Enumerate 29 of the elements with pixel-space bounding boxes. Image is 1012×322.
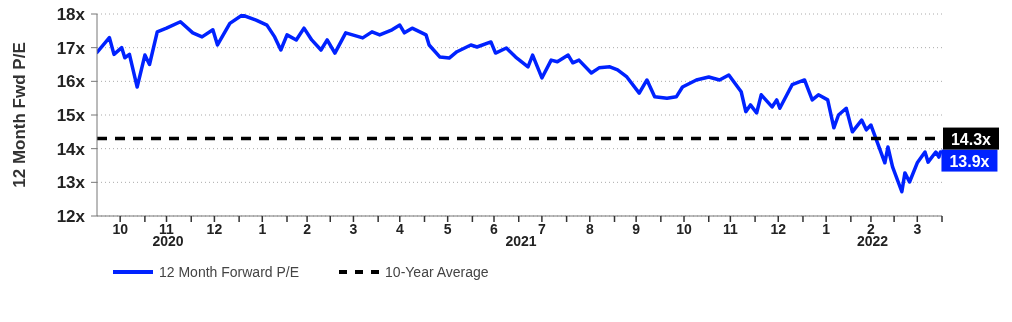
x-tick-label: 9 — [632, 220, 641, 237]
data-label: 13.9x — [949, 152, 990, 170]
y-tick-label: 12x — [56, 207, 86, 226]
x-tick-label: 10 — [112, 220, 129, 237]
text: 2021 — [505, 233, 537, 249]
y-tick-label: 13x — [56, 173, 86, 193]
y-axis-title: 12 Month Fwd P/E — [10, 42, 30, 188]
x-tick-label: 3 — [349, 220, 358, 237]
y-tick-label: 14x — [56, 139, 86, 159]
x-tick-label: 4 — [395, 220, 404, 237]
x-tick-label: 7 — [538, 220, 546, 237]
x-tick-label: 2 — [303, 220, 312, 237]
x-tick-label: 6 — [490, 220, 499, 237]
x-tick-label: 8 — [585, 220, 594, 237]
y-tick-label: 18x — [56, 5, 86, 24]
legend-label: 10-Year Average — [385, 264, 489, 280]
data-label: 14.3x — [950, 130, 992, 148]
y-tick-label: 17x — [56, 38, 86, 58]
x-tick-label: 1 — [258, 220, 267, 237]
x-tick-label: 11 — [722, 220, 738, 237]
x-tick-label: 5 — [443, 220, 452, 237]
y-tick-label: 15x — [56, 106, 86, 125]
legend-label: 12 Month Forward P/E — [159, 264, 300, 280]
x-tick-label: 1 — [822, 220, 831, 237]
x-tick-label: 12 — [206, 220, 223, 237]
x-tick-label: 10 — [676, 220, 693, 237]
x-tick-label: 3 — [913, 220, 922, 237]
x-tick-label: 12 — [770, 220, 787, 237]
y-tick-label: 16x — [56, 72, 86, 92]
